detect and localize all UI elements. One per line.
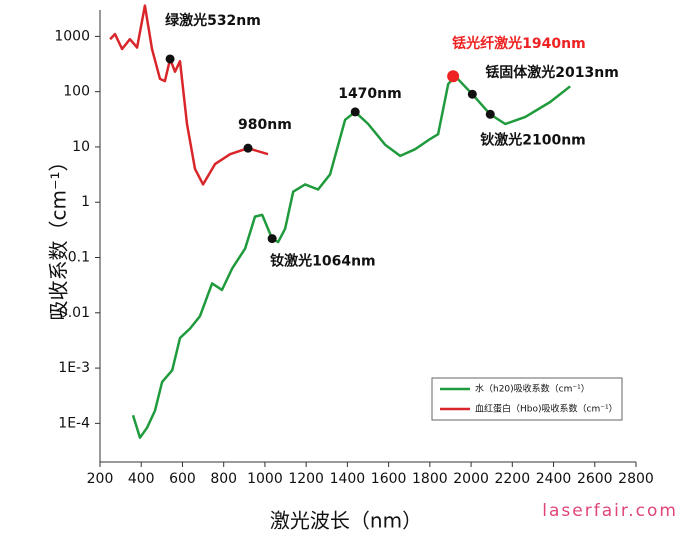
y-tick-label: 0.1 [68,250,90,266]
x-tick-label: 800 [210,471,237,487]
x-tick-label: 1200 [288,471,324,487]
legend-label: 血红蛋白（Hbo)吸收系数（cm⁻¹） [475,403,618,415]
y-axis-label: 吸收系数（cm⁻¹） [47,151,71,320]
x-tick-label: 2400 [536,471,572,487]
annotation-point [467,89,477,99]
annotation-label: 绿激光532nm [165,12,261,29]
annotation-label: 钬激光2100nm [480,131,586,148]
y-tick-label: 0.01 [59,305,90,321]
annotation-point [243,143,253,153]
watermark: laserfair.com [542,501,678,521]
annotation-label: 钕激光1064nm [270,253,376,270]
y-tick-label: 1E-3 [58,360,90,376]
x-tick-label: 600 [169,471,196,487]
y-tick-label: 1E-4 [58,415,90,431]
annotation-point [485,109,495,119]
x-axis-label: 激光波长（nm） [270,509,422,533]
annotation-point [447,70,460,83]
x-tick-label: 1600 [371,471,407,487]
x-tick-label: 1800 [412,471,448,487]
annotation-label: 980nm [238,117,292,133]
y-tick-label: 1 [81,194,90,210]
x-tick-label: 400 [128,471,155,487]
annotation-label: 铥光纤激光1940nm [452,35,586,52]
series-line [109,4,269,186]
x-tick-label: 2000 [453,471,489,487]
y-tick-label: 1000 [54,28,90,44]
annotation-point [267,234,277,244]
legend-box [431,377,623,421]
x-tick-label: 2800 [618,471,654,487]
x-tick-label: 200 [87,471,114,487]
x-tick-label: 2200 [494,471,530,487]
annotation-point [350,107,360,117]
annotation-point [165,54,175,64]
legend-label: 水（h20)吸收系数（cm⁻¹） [475,383,590,395]
x-tick-label: 2600 [577,471,613,487]
y-tick-label: 100 [63,84,90,100]
annotation-label: 1470nm [338,86,402,102]
x-tick-label: 1000 [247,471,283,487]
annotation-label: 铥固体激光2013nm [485,64,619,81]
x-tick-label: 1400 [330,471,366,487]
y-tick-label: 10 [72,139,90,155]
